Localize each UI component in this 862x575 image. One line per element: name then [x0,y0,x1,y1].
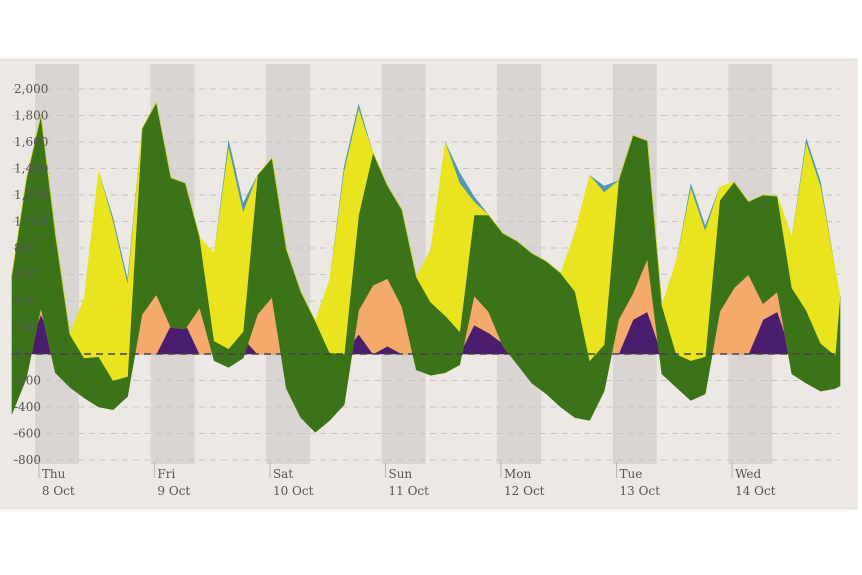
x-tick-day: Sun [388,467,412,481]
y-tick-label: -800 [14,453,41,467]
y-axis: 2,000 1,800 1,600 1,400 1,200 1,000 800 600 400 2… [14,82,48,467]
x-tick-day: Thu [42,467,66,481]
y-tick-label: -600 [14,427,41,441]
x-tick-date: 10 Oct [273,484,314,498]
y-tick-label: -200 [14,374,41,388]
x-tick-date: 14 Oct [735,484,776,498]
y-tick-label: 1,800 [14,109,48,123]
x-tick-date: 11 Oct [388,484,429,498]
y-tick-label: 1,600 [14,135,48,149]
chart-panel: 2,000 1,800 1,600 1,400 1,200 1,000 800 600 400 2… [0,58,858,510]
area-chart: 2,000 1,800 1,600 1,400 1,200 1,000 800 600 400 2… [11,64,841,498]
x-tick-day: Sat [273,467,293,481]
x-tick-day: Tue [620,467,643,481]
series-area-4 [11,102,841,381]
x-axis: Thu 8 Oct Fri 9 Oct Sat 10 Oct Sun 11 Oct Mon 12 … [38,462,776,498]
y-tick-label: 600 [14,268,37,282]
y-tick-label: -400 [14,400,41,414]
y-tick-label: 2,000 [14,82,48,96]
y-tick-label: 1,000 [14,215,48,229]
y-tick-label: 400 [14,294,37,308]
y-tick-label: 1,400 [14,162,48,176]
x-tick-date: 12 Oct [504,484,545,498]
y-tick-label: 1,200 [14,188,48,202]
x-tick-date: 13 Oct [620,484,661,498]
x-tick-day: Mon [504,467,532,481]
y-tick-label: 200 [14,321,37,335]
y-tick-label: 800 [14,241,37,255]
x-tick-day: Wed [735,467,761,481]
x-tick-date: 8 Oct [42,484,75,498]
x-tick-date: 9 Oct [157,484,190,498]
series-areas [11,102,841,433]
y-tick-label: 0 [14,347,22,361]
x-tick-day: Fri [157,467,175,481]
